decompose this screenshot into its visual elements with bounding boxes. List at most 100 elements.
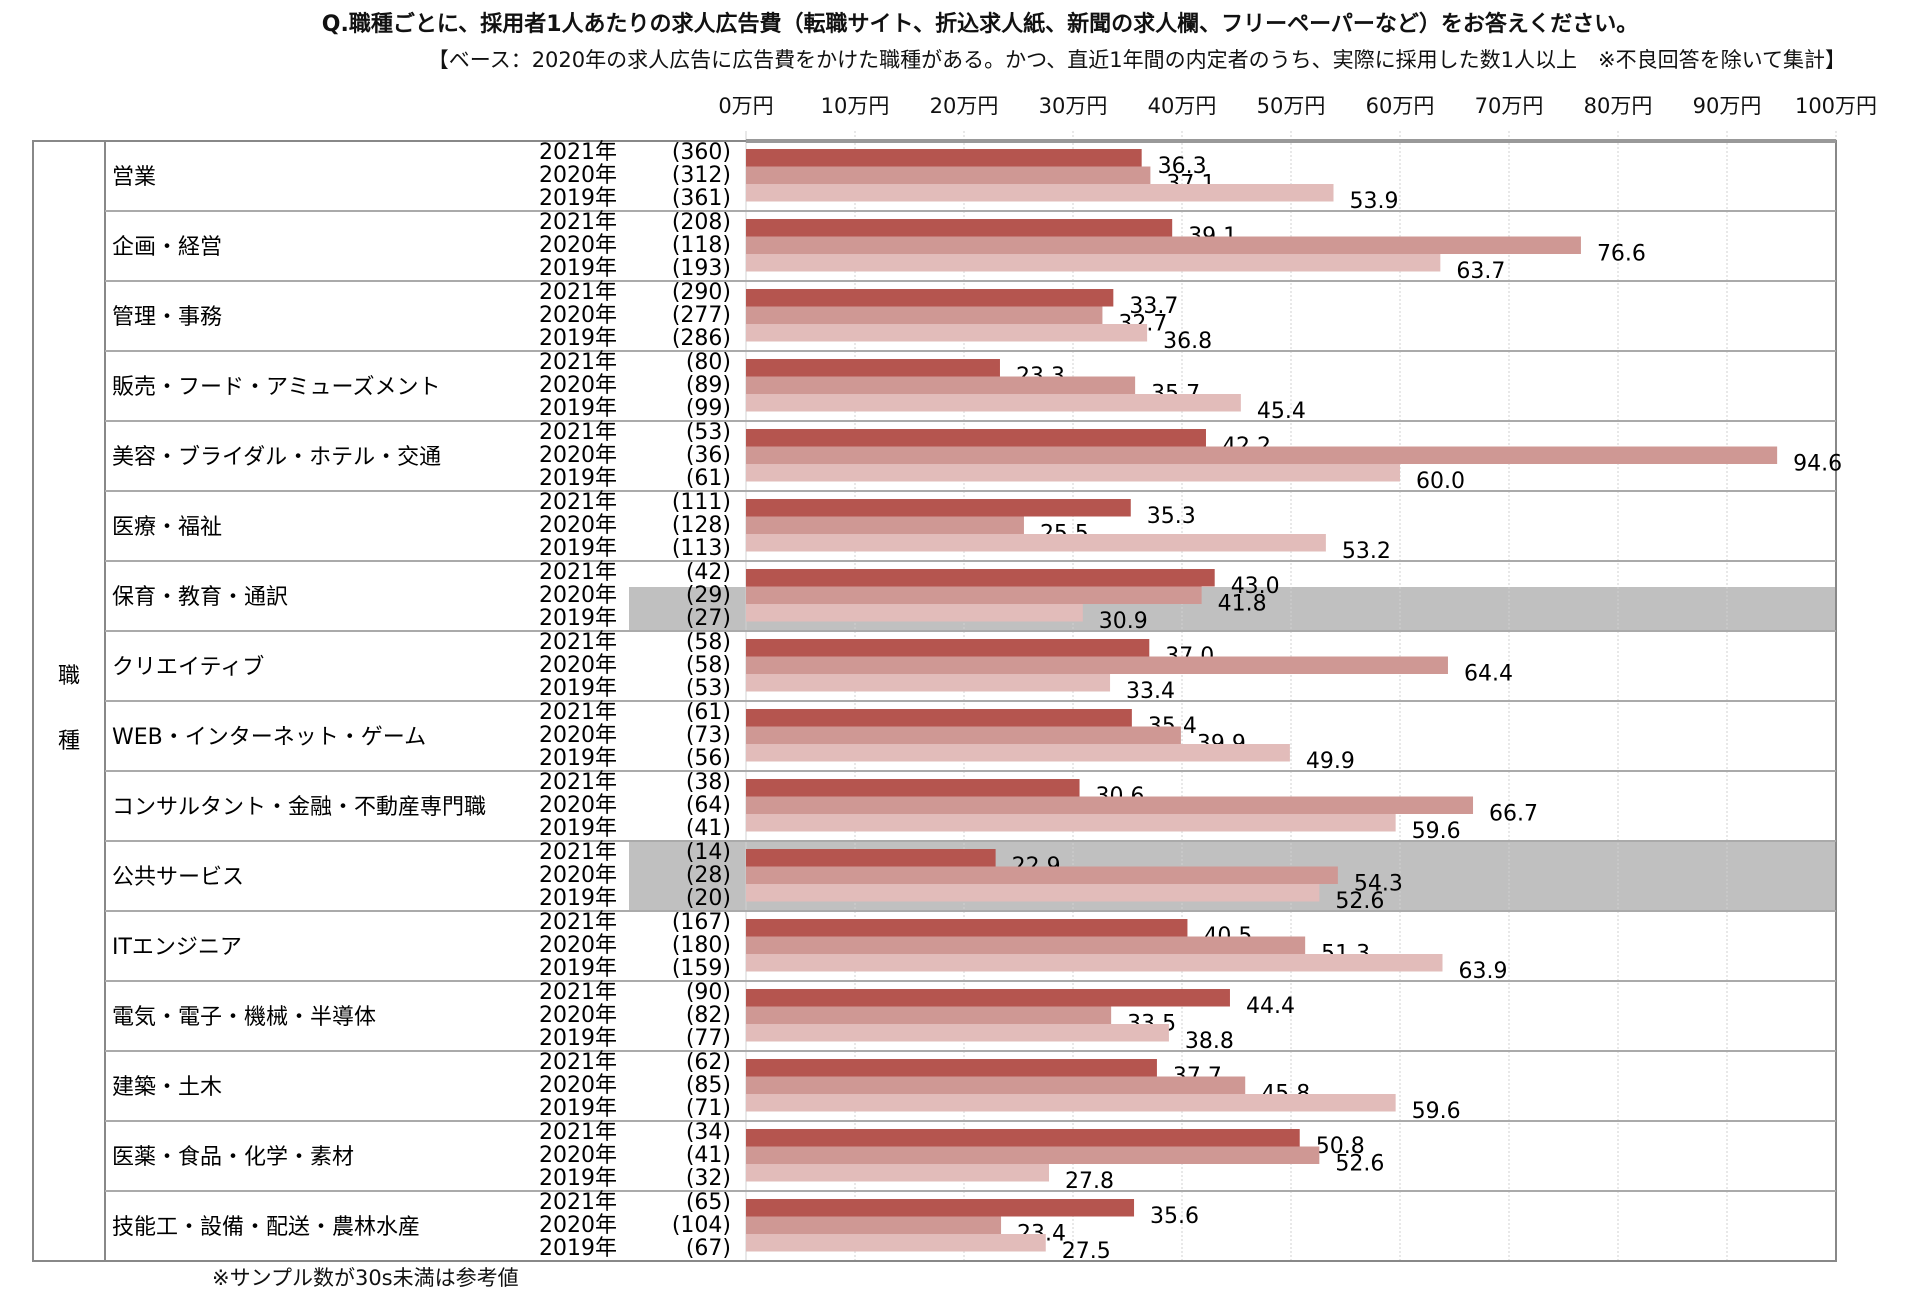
data-label: 76.6 — [1597, 242, 1646, 267]
sample-size-label: (180) — [672, 933, 731, 958]
bar-2019年 — [746, 1094, 1396, 1112]
bar-2020年 — [746, 726, 1181, 744]
year-label: 2019年 — [539, 1166, 617, 1191]
sample-size-label: (58) — [686, 630, 731, 655]
year-label: 2021年 — [539, 1190, 617, 1215]
sample-size-label: (32) — [686, 1166, 731, 1191]
year-label: 2021年 — [539, 630, 617, 655]
sample-size-label: (208) — [672, 210, 731, 235]
year-label: 2019年 — [539, 816, 617, 841]
bar-2019年 — [746, 324, 1148, 342]
year-label: 2021年 — [539, 1050, 617, 1075]
year-label: 2020年 — [539, 233, 617, 258]
year-label: 2019年 — [539, 466, 617, 491]
category-label: WEB・インターネット・ゲーム — [112, 725, 426, 750]
bar-2019年 — [746, 744, 1290, 762]
year-label: 2020年 — [539, 653, 617, 678]
year-label: 2019年 — [539, 1096, 617, 1121]
sample-size-label: (277) — [672, 303, 731, 328]
data-label: 27.8 — [1065, 1169, 1114, 1194]
year-label: 2019年 — [539, 1026, 617, 1051]
category-label: 企画・経営 — [112, 235, 222, 260]
sample-size-label: (167) — [672, 910, 731, 935]
year-label: 2021年 — [539, 420, 617, 445]
x-tick-label: 70万円 — [1475, 94, 1544, 118]
year-label: 2020年 — [539, 1073, 617, 1098]
x-tick-label: 60万円 — [1366, 94, 1435, 118]
bar-2019年 — [746, 954, 1443, 972]
data-label: 52.6 — [1335, 1152, 1384, 1177]
year-label: 2020年 — [539, 373, 617, 398]
bar-2020年 — [746, 866, 1338, 884]
sample-size-label: (82) — [686, 1003, 731, 1028]
sample-size-label: (29) — [686, 583, 731, 608]
year-label: 2020年 — [539, 303, 617, 328]
data-label: 49.9 — [1306, 749, 1355, 774]
bar-2019年 — [746, 814, 1396, 832]
category-label: クリエイティブ — [112, 655, 264, 680]
year-label: 2021年 — [539, 490, 617, 515]
x-tick-label: 20万円 — [930, 94, 999, 118]
bar-2020年 — [746, 516, 1024, 534]
year-label: 2021年 — [539, 280, 617, 305]
year-label: 2019年 — [539, 886, 617, 911]
year-label: 2020年 — [539, 1143, 617, 1168]
bar-2020年 — [746, 376, 1136, 394]
bar-2020年 — [746, 796, 1474, 814]
category-label: 技能工・設備・配送・農林水産 — [112, 1215, 420, 1240]
category-label: 保育・教育・通訳 — [112, 585, 288, 610]
data-label: 30.9 — [1099, 609, 1148, 634]
data-label: 36.8 — [1163, 329, 1212, 354]
x-tick-label: 90万円 — [1693, 94, 1762, 118]
year-label: 2021年 — [539, 910, 617, 935]
x-tick-label: 50万円 — [1257, 94, 1326, 118]
bar-2021年 — [746, 849, 996, 867]
data-label: 33.4 — [1126, 679, 1175, 704]
category-label: 公共サービス — [112, 865, 244, 890]
data-label: 35.3 — [1147, 504, 1196, 529]
year-label: 2020年 — [539, 863, 617, 888]
sample-size-label: (38) — [686, 770, 731, 795]
category-label: コンサルタント・金融・不動産専門職 — [112, 795, 486, 820]
data-label: 63.9 — [1459, 959, 1508, 984]
bar-2021年 — [746, 639, 1150, 657]
year-label: 2019年 — [539, 606, 617, 631]
sample-size-label: (61) — [686, 466, 731, 491]
data-label: 59.6 — [1412, 1099, 1461, 1124]
data-label: 41.8 — [1218, 592, 1267, 617]
year-label: 2021年 — [539, 210, 617, 235]
sample-size-label: (89) — [686, 373, 731, 398]
bar-2021年 — [746, 429, 1206, 447]
year-label: 2021年 — [539, 770, 617, 795]
year-label: 2020年 — [539, 1003, 617, 1028]
sample-size-label: (41) — [686, 1143, 731, 1168]
data-label: 44.4 — [1246, 994, 1295, 1019]
data-label: 33.7 — [1129, 294, 1178, 319]
sample-size-label: (360) — [672, 140, 731, 165]
data-label: 53.2 — [1342, 539, 1391, 564]
sample-size-label: (53) — [686, 676, 731, 701]
sample-size-label: (193) — [672, 256, 731, 281]
sample-size-label: (128) — [672, 513, 731, 538]
bar-2021年 — [746, 359, 1000, 377]
sample-size-label: (53) — [686, 420, 731, 445]
sample-size-label: (64) — [686, 793, 731, 818]
category-label: 建築・土木 — [112, 1075, 222, 1100]
data-label: 36.3 — [1158, 154, 1207, 179]
sample-size-label: (90) — [686, 980, 731, 1005]
bar-2019年 — [746, 604, 1083, 622]
bar-2020年 — [746, 446, 1778, 464]
year-label: 2019年 — [539, 256, 617, 281]
data-label: 52.6 — [1335, 889, 1384, 914]
sample-size-label: (111) — [672, 490, 731, 515]
year-label: 2020年 — [539, 443, 617, 468]
category-label: 電気・電子・機械・半導体 — [112, 1005, 376, 1030]
x-tick-label: 30万円 — [1039, 94, 1108, 118]
year-label: 2021年 — [539, 980, 617, 1005]
sample-size-label: (104) — [672, 1213, 731, 1238]
year-label: 2020年 — [539, 513, 617, 538]
data-label: 43.0 — [1231, 574, 1280, 599]
year-label: 2020年 — [539, 163, 617, 188]
bar-2021年 — [746, 289, 1114, 307]
category-label: 管理・事務 — [112, 305, 222, 330]
